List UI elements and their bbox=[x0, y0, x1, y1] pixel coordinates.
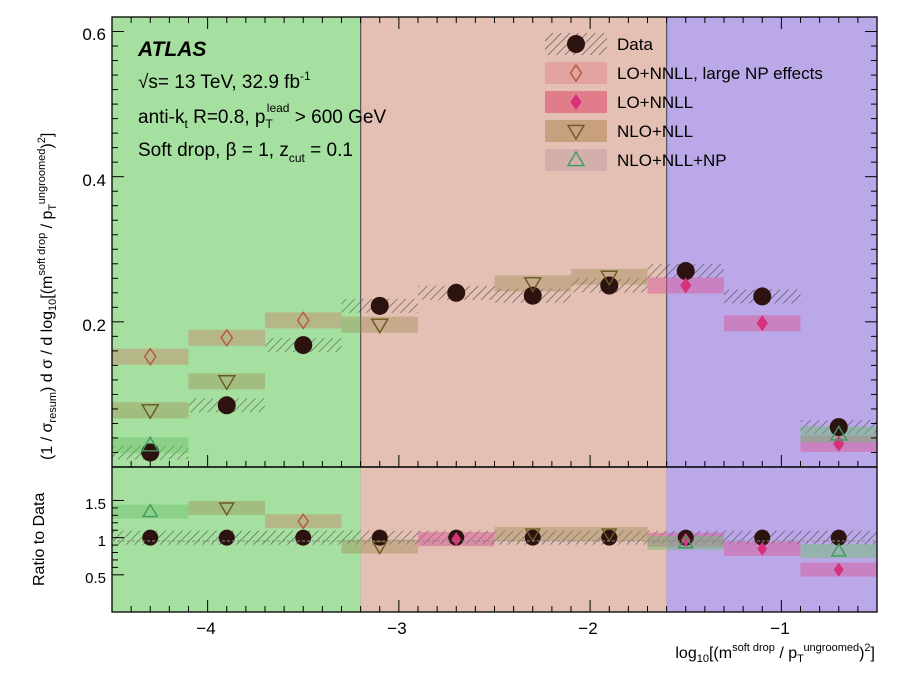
legend: Data LO+NNLL, large NP effects LO+NNLL NLO+… bbox=[545, 33, 823, 171]
energy-label: √s= 13 TeV, 32.9 fb-1 bbox=[138, 69, 311, 93]
bin-band-bottom-4-0 bbox=[112, 504, 189, 519]
y-tick-top-0.4: 0.4 bbox=[82, 171, 106, 190]
axis-ticks bbox=[111, 17, 877, 612]
y-tick-bottom-0.5: 0.5 bbox=[85, 570, 106, 587]
y-axis-label-top: (1 / σresum) d σ / d log10[(msoft drop /… bbox=[36, 133, 59, 460]
marker-bottom-4-0 bbox=[142, 503, 159, 518]
marker-top-4-9 bbox=[829, 424, 848, 441]
marker-top-0-1 bbox=[217, 396, 236, 415]
x-axis-label: log10[(msoft drop / pTungroomed)2] bbox=[675, 642, 875, 665]
marker-top-3-5 bbox=[523, 277, 542, 293]
marker-bottom-0-2 bbox=[295, 529, 312, 546]
marker-top-2-8 bbox=[756, 315, 768, 332]
marker-bottom-2-7 bbox=[680, 532, 691, 547]
marker-top-3-0 bbox=[141, 404, 160, 420]
marker-top-1-0 bbox=[143, 347, 157, 366]
marker-bottom-0-1 bbox=[218, 529, 235, 546]
marker-top-0-7 bbox=[676, 262, 695, 281]
bin-band-top-3-3 bbox=[341, 316, 418, 333]
marker-bottom-3-1 bbox=[218, 502, 235, 517]
marker-top-0-8 bbox=[753, 287, 772, 306]
y-tick-bottom-1.5: 1.5 bbox=[85, 496, 106, 513]
marker-top-3-3 bbox=[370, 318, 389, 335]
legend-label-1: LO+NNLL, large NP effects bbox=[617, 64, 823, 83]
y-axis-label-bottom: Ratio to Data bbox=[31, 493, 48, 586]
marker-bottom-3-3 bbox=[371, 540, 388, 555]
x-tick--4: −4 bbox=[196, 619, 215, 638]
y-tick-bottom-1: 1 bbox=[98, 533, 106, 550]
marker-top-0-0 bbox=[141, 443, 160, 462]
bin-band-bottom-1-2 bbox=[265, 514, 342, 529]
bin-band-bottom-4-9 bbox=[800, 544, 877, 559]
marker-top-3-6 bbox=[600, 270, 619, 287]
region-bands-top bbox=[112, 17, 877, 612]
x-tick--1: −1 bbox=[770, 619, 789, 638]
x-tick--3: −3 bbox=[387, 619, 406, 638]
marker-bottom-4-7 bbox=[677, 534, 694, 549]
bin-band-top-3-1 bbox=[188, 373, 265, 390]
softdrop-label: Soft drop, β = 1, zcut = 0.1 bbox=[138, 140, 353, 165]
marker-bottom-2-4 bbox=[451, 532, 462, 547]
region-band-top-2 bbox=[666, 17, 877, 467]
legend-label-4: NLO+NLL+NP bbox=[617, 151, 727, 170]
marker-bottom-3-6 bbox=[601, 528, 618, 543]
marker-top-1-1 bbox=[220, 328, 234, 348]
y-tick-top-0.2: 0.2 bbox=[82, 316, 106, 335]
legend-swatch-3 bbox=[545, 120, 607, 142]
legend-swatch-4 bbox=[545, 149, 607, 171]
y-tick-top-0.6: 0.6 bbox=[82, 25, 106, 44]
legend-marker-4 bbox=[566, 150, 586, 167]
legend-label-3: NLO+NLL bbox=[617, 122, 693, 141]
marker-bottom-2-8 bbox=[757, 541, 768, 556]
marker-bottom-4-9 bbox=[830, 542, 847, 557]
marker-top-0-3 bbox=[370, 296, 389, 315]
bin-band-bottom-3-1 bbox=[188, 500, 265, 515]
marker-top-2-7 bbox=[680, 277, 692, 294]
bin-band-top-1-1 bbox=[188, 329, 265, 346]
marker-bottom-0-8 bbox=[754, 529, 771, 546]
x-tick--2: −2 bbox=[578, 619, 597, 638]
region-band-top-1 bbox=[360, 17, 667, 467]
atlas-label: ATLAS bbox=[137, 38, 206, 61]
bin-band-top-1-0 bbox=[112, 348, 189, 365]
legend-marker-3 bbox=[566, 124, 586, 141]
bin-band-bottom-3-3 bbox=[341, 539, 418, 554]
marker-bottom-0-0 bbox=[142, 529, 159, 546]
legend-marker-2 bbox=[570, 94, 582, 110]
region-band-top-0 bbox=[112, 17, 361, 467]
marker-top-0-2 bbox=[294, 336, 313, 355]
marker-top-0-5 bbox=[523, 286, 542, 305]
bin-band-top-1-2 bbox=[265, 312, 342, 329]
legend-label-2: LO+NNLL bbox=[617, 93, 693, 112]
bin-band-top-3-5 bbox=[494, 275, 571, 292]
marker-top-0-4 bbox=[447, 283, 466, 302]
marker-top-4-0 bbox=[141, 435, 160, 452]
marker-bottom-3-5 bbox=[524, 528, 541, 543]
bin-band-top-3-0 bbox=[112, 402, 189, 419]
marker-bottom-2-9 bbox=[833, 562, 844, 577]
marker-top-1-2 bbox=[296, 311, 310, 330]
marker-bottom-0-9 bbox=[830, 529, 847, 546]
marker-bottom-1-2 bbox=[297, 513, 310, 530]
legend-marker-0 bbox=[567, 35, 585, 53]
legend-marker-1 bbox=[569, 63, 583, 83]
data-markers bbox=[141, 262, 848, 577]
legend-label-0: Data bbox=[617, 35, 653, 54]
legend-swatch-1 bbox=[545, 62, 607, 84]
marker-top-3-1 bbox=[217, 375, 236, 391]
